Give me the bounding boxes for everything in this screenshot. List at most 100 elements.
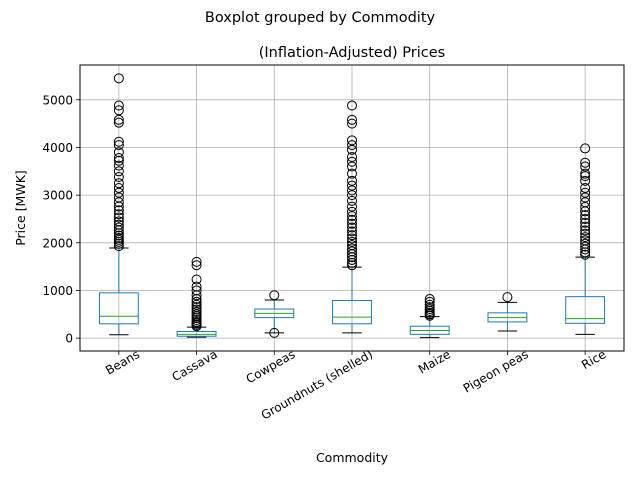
y-tick-label: 5000 (42, 93, 73, 107)
outlier-point (347, 190, 357, 201)
outlier-point (113, 241, 124, 252)
outlier-point (347, 233, 357, 244)
outlier-point (347, 185, 357, 196)
outlier-point (580, 225, 591, 236)
y-tick-label: 4000 (42, 141, 73, 155)
outlier-point (113, 152, 124, 163)
outlier-point (580, 143, 591, 154)
outlier-point (347, 226, 357, 237)
x-tick-label: Cassava (169, 347, 219, 384)
outlier-point (347, 246, 357, 257)
y-tick-label: 0 (65, 332, 73, 346)
chart-title: (Inflation-Adjusted) Prices (259, 45, 445, 61)
outlier-point (424, 296, 435, 307)
box-iqr (98, 292, 139, 325)
outlier-point (347, 218, 357, 229)
outlier-point (347, 222, 357, 233)
outlier-point (113, 209, 124, 220)
outlier-point (347, 175, 357, 186)
outlier-point (191, 304, 202, 315)
y-tick-label: 2000 (42, 236, 73, 250)
x-axis-label: Commodity (316, 450, 389, 465)
box-group (409, 294, 450, 339)
outlier-point (424, 302, 435, 313)
x-tick-label: Maize (416, 347, 453, 376)
outlier-point (113, 222, 124, 233)
outlier-point (113, 192, 124, 203)
outlier-point (347, 180, 357, 191)
x-tick-label: Beans (103, 347, 142, 378)
box-iqr (332, 299, 372, 325)
outlier-point (347, 260, 357, 271)
box-group (487, 292, 528, 332)
outlier-point (347, 201, 357, 212)
outlier-point (347, 144, 357, 155)
outlier-point (347, 151, 357, 162)
outlier-point (580, 210, 591, 221)
outlier-point (580, 249, 591, 260)
outlier-point (269, 290, 280, 301)
x-tick-label: Pigeon peas (461, 347, 531, 395)
outlier-point (191, 296, 202, 307)
outlier-point (191, 299, 202, 310)
y-axis-label: Price [MWK] (13, 170, 28, 246)
outlier-point (347, 168, 357, 179)
outlier-point (580, 238, 591, 249)
outlier-point (580, 241, 591, 252)
outlier-point (113, 216, 124, 227)
outlier-point (580, 235, 591, 246)
outlier-point (580, 221, 591, 232)
y-tick-label: 1000 (42, 284, 73, 298)
outlier-point (113, 166, 124, 177)
outlier-point (191, 274, 202, 285)
outlier-point (113, 233, 124, 244)
outlier-point (191, 309, 202, 320)
outlier-point (113, 73, 124, 84)
outlier-point (580, 187, 591, 198)
outlier-point (191, 302, 202, 313)
outlier-point (191, 281, 202, 292)
outlier-point (113, 230, 124, 241)
outlier-point (347, 118, 357, 129)
outlier-point (191, 256, 202, 267)
outlier-point (502, 292, 513, 303)
outlier-point (580, 175, 591, 186)
grid (80, 65, 624, 351)
box-iqr (565, 296, 606, 324)
outlier-point (580, 182, 591, 193)
outlier-point (347, 161, 357, 172)
outlier-point (113, 114, 124, 125)
outlier-point (113, 136, 124, 147)
outlier-point (113, 140, 124, 151)
outlier-point (113, 147, 124, 158)
outlier-point (113, 178, 124, 189)
plot-area (98, 73, 606, 339)
box-group (332, 100, 372, 334)
outlier-point (580, 157, 591, 168)
box-group (565, 143, 606, 335)
outlier-point (113, 182, 124, 193)
y-axis: 0 1000 2000 3000 4000 5000 (42, 93, 80, 346)
outlier-point (113, 212, 124, 223)
outlier-point (191, 260, 202, 271)
outlier-point (347, 156, 357, 167)
box-group (254, 290, 295, 338)
outlier-point (113, 117, 124, 128)
outlier-point (113, 160, 124, 171)
outlier-point (580, 197, 591, 208)
outlier-point (580, 168, 591, 179)
outlier-point (347, 140, 357, 151)
outlier-point (580, 161, 591, 172)
outlier-point (580, 213, 591, 224)
outlier-point (347, 195, 357, 206)
outlier-point (113, 172, 124, 183)
outlier-point (347, 214, 357, 225)
outlier-point (580, 192, 591, 203)
outlier-point (580, 171, 591, 182)
outlier-point (580, 217, 591, 228)
x-tick-label: Cowpeas (244, 347, 298, 386)
outlier-point (191, 306, 202, 317)
outlier-point (191, 285, 202, 296)
outlier-point (347, 206, 357, 217)
